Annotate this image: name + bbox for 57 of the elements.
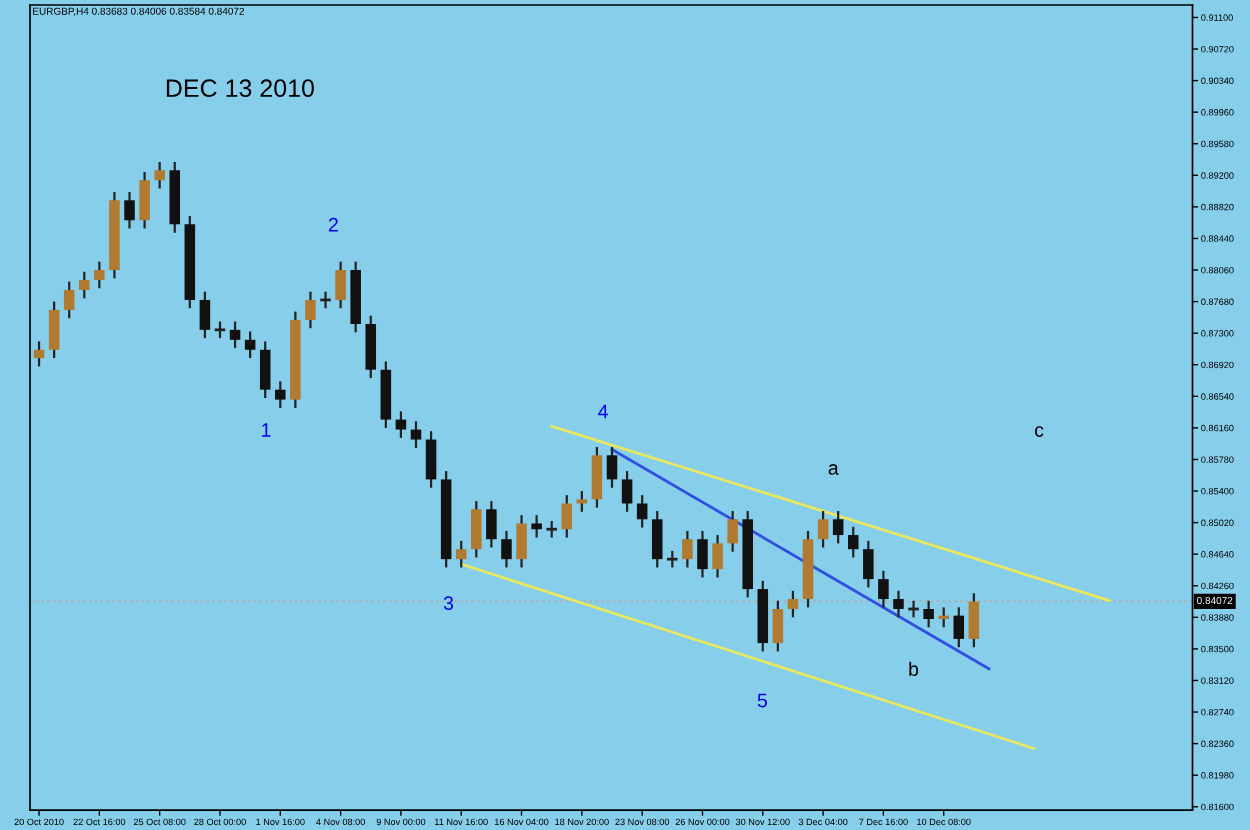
candlestick (591, 445, 603, 509)
candlestick (697, 529, 708, 579)
candlestick (79, 270, 90, 300)
candlestick (772, 599, 784, 653)
candlestick (229, 320, 241, 350)
candlestick (275, 380, 286, 410)
annotation: 1 (262, 423, 271, 437)
candlestick (139, 170, 150, 230)
candlestick (968, 592, 980, 649)
candlestick (712, 533, 723, 579)
candlestick (486, 499, 497, 549)
candlestick (787, 589, 799, 619)
candlestick (923, 599, 934, 629)
annotation: b (909, 661, 919, 677)
candlestick (606, 445, 618, 489)
candlestick (636, 494, 648, 529)
annotation: c (1035, 426, 1044, 437)
candlestick (651, 509, 663, 569)
annotation: 3 (443, 596, 454, 610)
candlestick (938, 606, 949, 629)
candlestick (395, 410, 407, 439)
candlestick (832, 509, 844, 545)
candlestick (259, 340, 271, 400)
candlestick (335, 260, 346, 310)
candlestick (305, 290, 316, 330)
candlestick (727, 509, 738, 553)
candlestick (124, 190, 135, 230)
candlestick (531, 514, 542, 539)
candlestick (94, 260, 105, 290)
annotation: 2 (328, 217, 338, 232)
candlestick (365, 314, 377, 380)
candlestick (682, 529, 693, 569)
candlestick (561, 494, 573, 539)
candlestick (863, 539, 874, 589)
candlestick (953, 606, 965, 649)
candlestick (244, 330, 256, 360)
candlestick (48, 300, 60, 360)
candlestick (455, 539, 467, 569)
candlestick (154, 160, 165, 190)
annotation: DEC 13 2010 (166, 79, 314, 98)
annotation: a (828, 464, 839, 475)
annotation: 5 (757, 693, 767, 708)
candlestick (425, 430, 437, 489)
candlestick (410, 420, 422, 449)
candlestick (621, 469, 633, 513)
candlestick (516, 514, 527, 569)
candlestick (878, 569, 889, 609)
candlestick (199, 290, 211, 340)
candlestick (817, 509, 829, 549)
candlestick (471, 499, 482, 559)
candlestick (576, 489, 588, 513)
annotation: 4 (598, 404, 608, 419)
candlestick (63, 280, 75, 320)
candlestick (33, 340, 45, 368)
candlestick (847, 525, 859, 559)
candlestick (893, 589, 904, 619)
candlestick (501, 529, 512, 569)
